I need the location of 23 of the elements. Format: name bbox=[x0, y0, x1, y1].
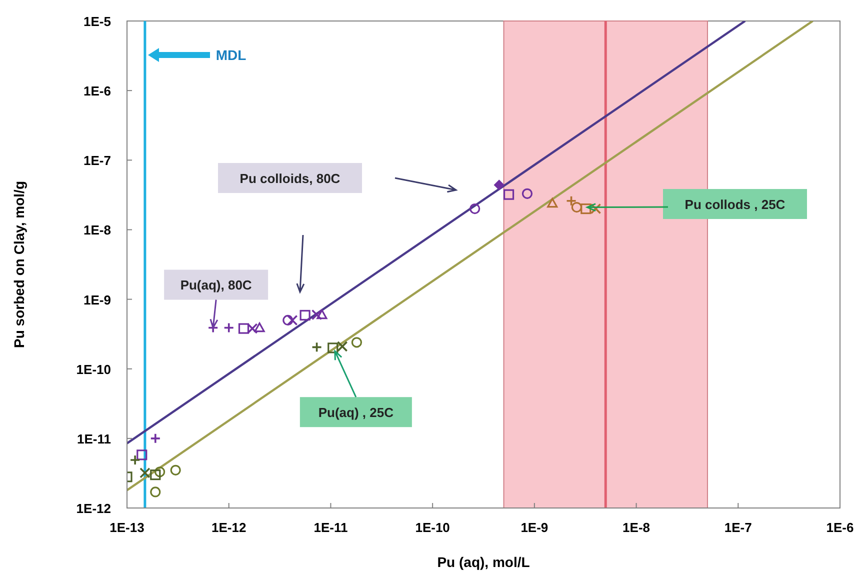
y-tick-label: 1E-9 bbox=[84, 292, 111, 308]
y-tick-label: 1E-11 bbox=[77, 431, 111, 446]
x-tick-label: 1E-12 bbox=[212, 520, 246, 535]
x-tick-label: 1E-11 bbox=[314, 520, 348, 535]
y-tick-label: 1E-5 bbox=[84, 14, 111, 29]
x-axis-title: Pu (aq), mol/L bbox=[437, 554, 530, 570]
y-tick-label: 1E-10 bbox=[76, 362, 111, 377]
x-tick-label: 1E-8 bbox=[622, 520, 650, 535]
y-tick-label: 1E-6 bbox=[84, 84, 111, 99]
annotation: Pu(aq), 80C bbox=[180, 278, 252, 293]
y-tick-label: 1E-7 bbox=[84, 153, 111, 168]
x-tick-label: 1E-13 bbox=[110, 520, 144, 535]
y-tick-label: 1E-12 bbox=[76, 501, 111, 516]
annotation: Pu colloids, 80C bbox=[240, 171, 341, 186]
x-tick-label: 1E-7 bbox=[724, 520, 752, 535]
x-tick-label: 1E-10 bbox=[415, 520, 450, 535]
x-tick-label: 1E-6 bbox=[826, 520, 854, 535]
y-tick-label: 1E-8 bbox=[84, 222, 111, 238]
x-tick-label: 1E-9 bbox=[520, 520, 548, 535]
annotation: Pu(aq) , 25C bbox=[318, 405, 394, 420]
y-axis-title: Pu sorbed on Clay, mol/g bbox=[11, 181, 27, 348]
annotation: MDL bbox=[216, 47, 247, 63]
annotation: Pu collods , 25C bbox=[684, 197, 786, 212]
